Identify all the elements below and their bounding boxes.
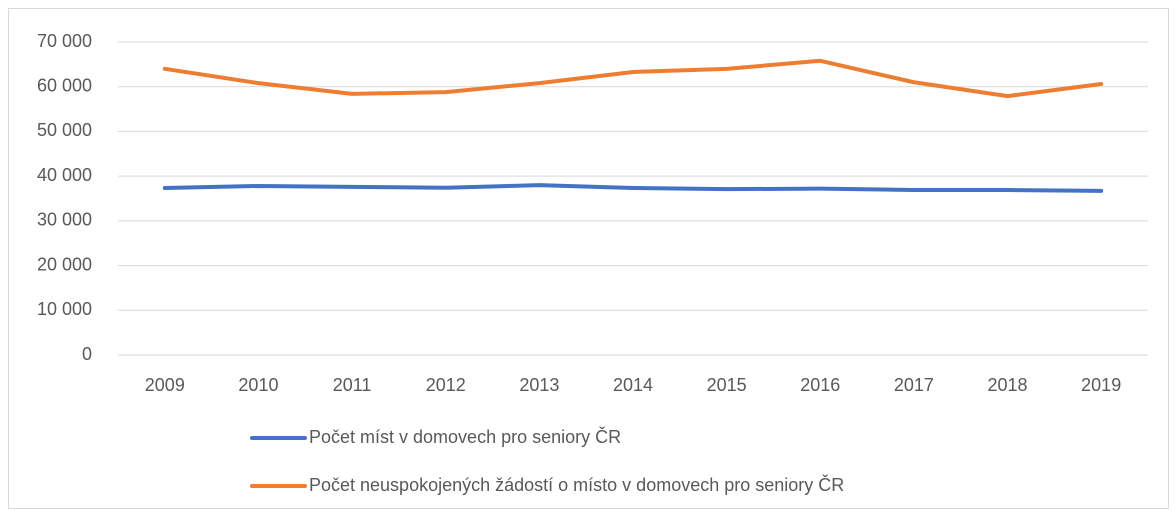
x-tick-label: 2009 [145,375,185,395]
y-tick-label: 30 000 [37,210,92,230]
x-tick-label: 2011 [333,375,372,395]
legend-label: Počet míst v domovech pro seniory ČR [309,426,621,447]
y-tick-label: 20 000 [37,254,92,274]
series-line [162,183,1104,193]
x-tick-label: 2018 [988,375,1028,395]
x-tick-label: 2010 [238,375,278,395]
y-tick-label: 10 000 [37,299,92,319]
y-tick-label: 40 000 [37,165,92,185]
series-line [162,58,1104,99]
x-tick-label: 2017 [894,375,934,395]
y-tick-label: 0 [82,344,92,364]
y-tick-label: 70 000 [37,31,92,51]
x-tick-label: 2019 [1081,375,1121,395]
x-tick-label: 2014 [613,375,653,395]
y-tick-label: 60 000 [37,75,92,95]
x-tick-label: 2012 [426,375,466,395]
y-tick-label: 50 000 [37,120,92,140]
x-tick-label: 2013 [519,375,559,395]
legend-label: Počet neuspokojených žádostí o místo v d… [309,474,844,495]
x-tick-label: 2016 [800,375,840,395]
x-tick-label: 2015 [707,375,747,395]
